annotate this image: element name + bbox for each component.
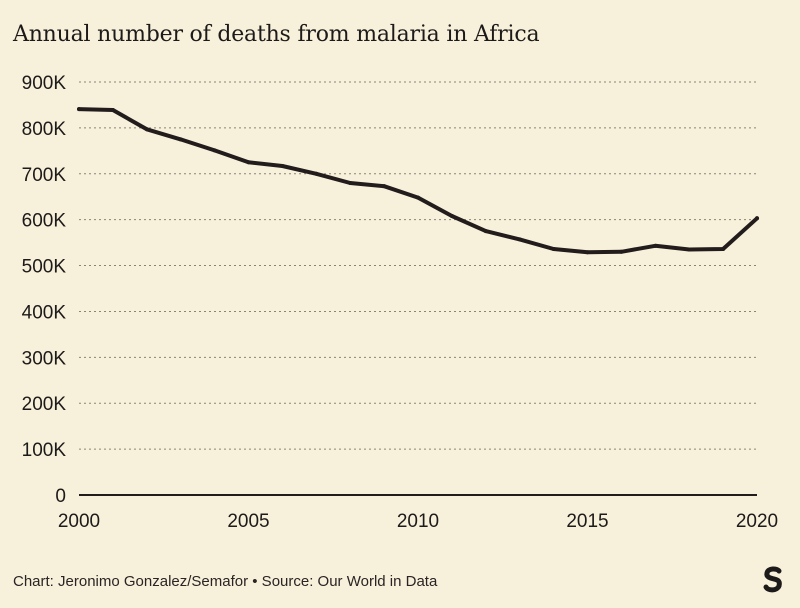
data-point [144, 127, 149, 132]
data-point [416, 195, 420, 200]
y-tick-label: 500K [22, 257, 67, 278]
y-tick-label: 100K [22, 440, 67, 461]
data-point [517, 237, 522, 242]
data-point [483, 229, 488, 234]
y-tick-label: 700K [22, 165, 67, 186]
y-tick-label: 200K [22, 394, 67, 415]
chart-title: Annual number of deaths from malaria in … [13, 22, 540, 47]
y-tick-label: 900K [22, 73, 67, 94]
data-point [755, 216, 759, 221]
data-point [110, 107, 115, 112]
source-note: Chart: Jeronimo Gonzalez/Semafor • Sourc… [13, 573, 438, 590]
data-point [314, 171, 319, 176]
data-point [77, 107, 81, 112]
y-tick-label: 600K [22, 211, 67, 232]
x-tick-label: 2000 [58, 511, 100, 532]
data-point [653, 243, 658, 248]
y-tick-label: 300K [22, 348, 67, 369]
x-tick-label: 2010 [397, 511, 439, 532]
data-point [280, 163, 285, 168]
data-point [449, 213, 454, 218]
y-tick-label: 400K [22, 302, 67, 323]
y-tick-label: 0 [55, 486, 66, 507]
data-point [551, 247, 556, 252]
logo-s-glyph [763, 566, 782, 593]
data-point [178, 137, 183, 142]
data-point [619, 249, 624, 254]
data-point [687, 247, 692, 252]
gridlines [79, 81, 757, 450]
semafor-logo [763, 566, 782, 593]
data-point [212, 148, 217, 153]
data-point [246, 160, 251, 165]
x-tick-label: 2015 [566, 511, 608, 532]
deaths-series-line [77, 107, 759, 255]
y-tick-label: 800K [22, 119, 67, 140]
x-tick-label: 2020 [736, 511, 778, 532]
data-point [348, 180, 353, 185]
x-tick-label: 2005 [227, 511, 269, 532]
axes: 0 100K 200K 300K 400K 500K 600K 700K 800K 900K 200… [22, 73, 779, 532]
data-point [382, 184, 387, 189]
series [77, 107, 759, 255]
data-point [585, 250, 590, 255]
data-point [721, 247, 726, 252]
